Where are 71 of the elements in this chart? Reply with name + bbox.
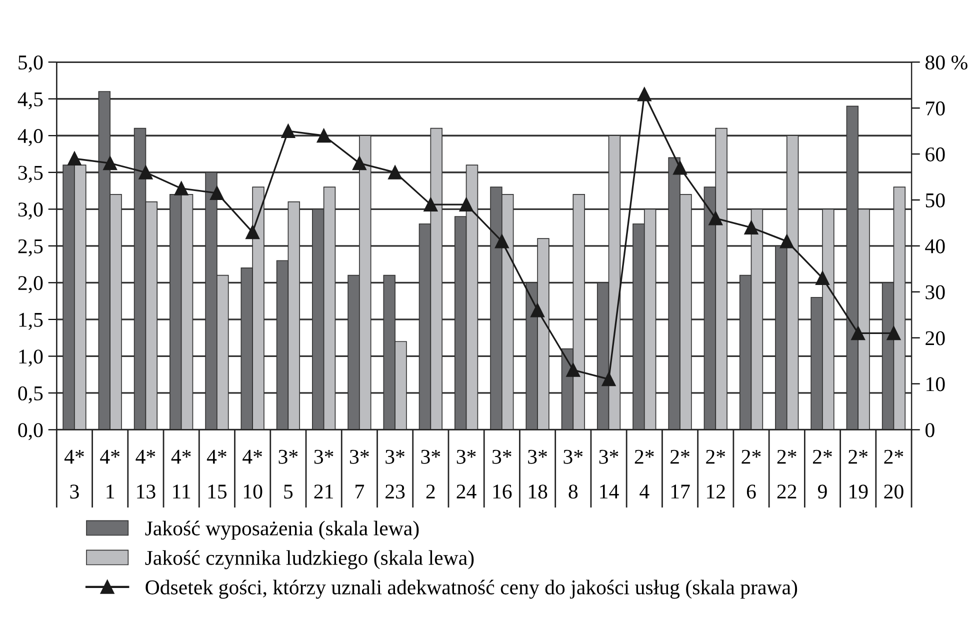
point xyxy=(602,372,616,386)
point xyxy=(566,363,580,377)
y2-tick-label: 60 xyxy=(926,147,945,162)
y-tick-label: 5,0 xyxy=(18,55,43,73)
point xyxy=(780,234,794,248)
point xyxy=(530,303,544,318)
point xyxy=(851,326,866,340)
x-tick-label: 2* 4 xyxy=(634,450,654,498)
point xyxy=(744,220,758,234)
y-tick-label: 2,0 xyxy=(18,276,43,294)
x-tick-label: 4* 15 xyxy=(206,450,227,499)
x-tick-label: 2* 22 xyxy=(777,450,796,498)
y-tick-label: 3,5 xyxy=(18,166,43,183)
point xyxy=(388,165,402,180)
y2-tick-label: 0 xyxy=(926,423,934,438)
y2-tick-label: 10 xyxy=(926,377,945,392)
y2-tick-label: 70 xyxy=(926,101,945,116)
x-tick-label: 3* 24 xyxy=(456,450,476,498)
legend-label: Jakość wyposażenia (skala lewa) xyxy=(145,520,419,540)
x-tick-label: 3* 8 xyxy=(564,450,583,499)
x-tick-label: 2* 12 xyxy=(706,450,726,498)
y2-tick-label: 30 xyxy=(926,285,945,300)
x-tick-label: 4* 10 xyxy=(242,450,262,499)
x-tick-label: 3* 18 xyxy=(528,450,548,499)
x-tick-label: 3* 5 xyxy=(278,450,298,499)
point xyxy=(816,271,830,286)
y-tick-label: 4,5 xyxy=(18,92,43,110)
y2-tick-label: 40 xyxy=(925,239,945,254)
x-tick-label: 2* 19 xyxy=(848,450,868,499)
x-tick-label: 4* 11 xyxy=(171,450,191,498)
point xyxy=(103,156,118,170)
point xyxy=(673,160,687,175)
x-tick-label: 2* 20 xyxy=(884,450,904,499)
x-tick-label: 3* 23 xyxy=(386,450,405,499)
legend-label: Jakość czynnika ludzkiego (skala lewa) xyxy=(145,550,474,570)
x-tick-label: 4* 1 xyxy=(100,450,120,498)
x-tick-label: 4* 3 xyxy=(64,450,84,499)
y-tick-label: 0,5 xyxy=(18,386,43,404)
point xyxy=(424,198,438,212)
legend-label: Odsetek gości, którzy uznali adekwatność ceny do jakości usług (skala prawa) xyxy=(146,580,798,599)
point xyxy=(316,128,331,143)
x-tick-label: 3* 16 xyxy=(492,450,512,499)
point xyxy=(708,211,723,226)
point xyxy=(352,156,366,170)
point xyxy=(886,326,901,340)
x-tick-label: 3* 7 xyxy=(350,450,369,498)
point xyxy=(138,165,153,180)
y-tick-label: 3,0 xyxy=(18,202,43,220)
point xyxy=(281,124,296,138)
point xyxy=(637,87,652,102)
point xyxy=(68,152,82,166)
point xyxy=(210,186,224,200)
x-tick-label: 2* 6 xyxy=(742,450,761,499)
y-tick-label: 1,5 xyxy=(19,312,43,330)
y-tick-label: 2,5 xyxy=(18,239,43,256)
y-tick-label: 0,0 xyxy=(18,423,43,440)
x-tick-label: 2* 17 xyxy=(670,450,690,498)
y2-tick-label: 50 xyxy=(926,193,945,208)
x-tick-label: 3* 2 xyxy=(421,450,440,498)
x-tick-label: 2* 9 xyxy=(812,450,832,499)
y-tick-label: 1,0 xyxy=(19,350,43,367)
x-tick-label: 4* 13 xyxy=(136,450,156,499)
point xyxy=(174,182,188,196)
y2-tick-label: 20 xyxy=(926,331,945,346)
y-tick-label: 4,0 xyxy=(18,129,43,146)
point xyxy=(494,234,509,248)
x-tick-label: 3* 21 xyxy=(314,450,334,498)
point xyxy=(459,198,474,212)
x-tick-label: 3* 14 xyxy=(599,450,619,498)
y2-tick-label: 80 % xyxy=(926,55,968,70)
point xyxy=(246,225,260,240)
